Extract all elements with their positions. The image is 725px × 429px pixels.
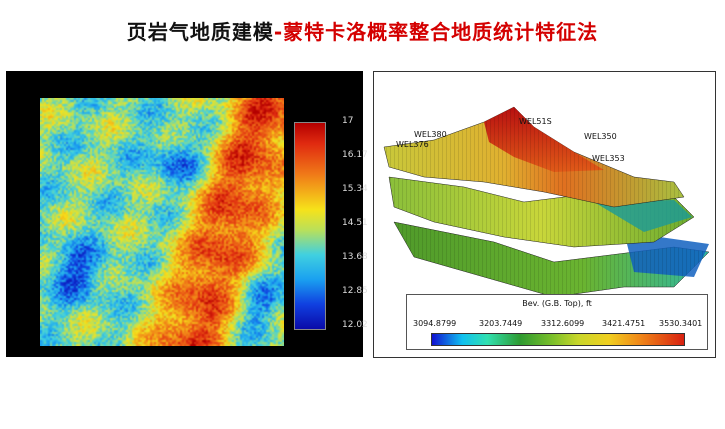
colorbar-tick: 16.17	[342, 150, 368, 160]
well-label: WEL353	[592, 154, 625, 163]
heatmap-panel: 17 16.17 15.34 14.51 13.68 12.85 12.02	[6, 71, 368, 357]
legend-tick: 3203.7449	[479, 319, 523, 328]
legend-colorbar	[431, 333, 685, 346]
legend-tick: 3421.4751	[602, 319, 646, 328]
elevation-legend: Bev. (G.B. Top), ft 3094.8799 3203.7449 …	[406, 294, 708, 350]
colorbar-tick: 17	[342, 116, 354, 126]
colorbar-tick: 12.02	[342, 320, 368, 330]
colorbar-tick: 12.85	[342, 286, 368, 296]
well-label: WEL350	[584, 132, 617, 141]
heatmap-image	[40, 98, 284, 346]
well-label: WEL380	[414, 130, 447, 139]
model3d-panel: WEL51S WEL350 WEL353 WEL380 WEL376 Bev. …	[373, 71, 716, 358]
heatmap-colorbar	[294, 122, 326, 330]
colorbar-tick: 13.68	[342, 252, 368, 262]
legend-tick: 3312.6099	[541, 319, 585, 328]
well-label: WEL376	[396, 140, 429, 149]
legend-tick: 3094.8799	[413, 319, 457, 328]
legend-title: Bev. (G.B. Top), ft	[522, 299, 592, 308]
title-subtitle: -蒙特卡洛概率整合地质统计特征法	[273, 20, 599, 44]
legend-tick: 3530.3401	[659, 319, 703, 328]
page-title: 页岩气地质建模-蒙特卡洛概率整合地质统计特征法	[0, 16, 725, 45]
title-main: 页岩气地质建模	[126, 20, 274, 44]
colorbar-tick: 14.51	[342, 218, 368, 228]
well-label: WEL51S	[519, 117, 552, 126]
model3d-image	[383, 106, 710, 298]
colorbar-tick: 15.34	[342, 184, 368, 194]
